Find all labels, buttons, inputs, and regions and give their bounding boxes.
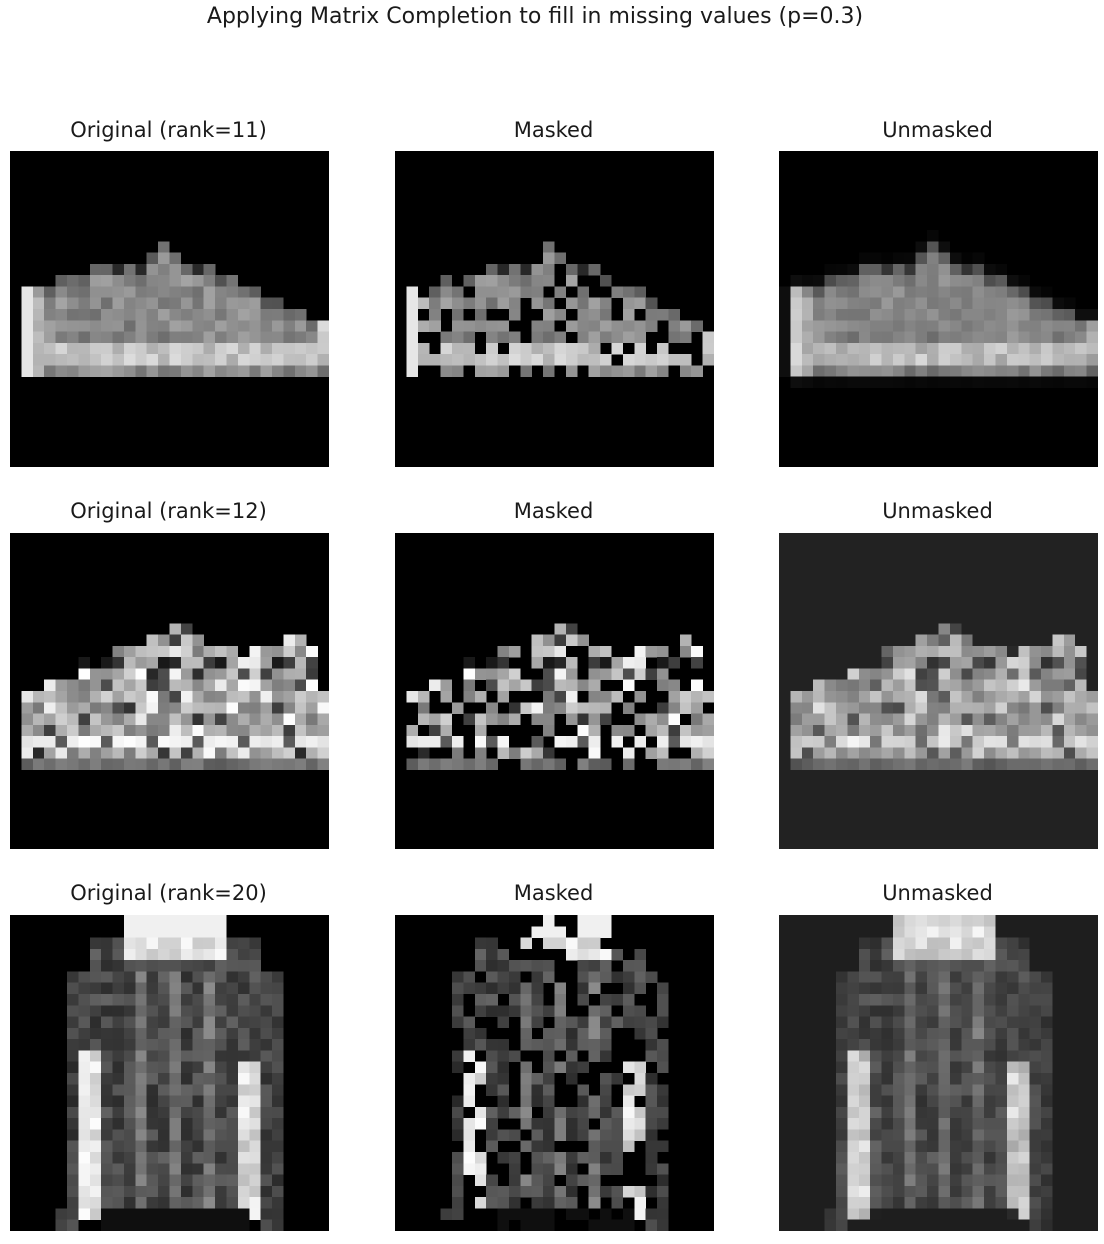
row-3-unmasked-image: [779, 915, 1098, 1231]
row-1-original-title: Original (rank=11): [70, 118, 267, 142]
row-2-masked-title: Masked: [513, 499, 594, 523]
row-2-original-image: [10, 533, 329, 849]
row-3-unmasked-title: Unmasked: [882, 881, 993, 905]
row-1-masked-title: Masked: [513, 118, 594, 142]
figure-title: Applying Matrix Completion to fill in mi…: [206, 4, 864, 29]
row-2-masked-image: [395, 533, 714, 849]
row-2-original-title: Original (rank=12): [70, 499, 267, 523]
row-1-original-image: [10, 151, 329, 467]
row-3-original-title: Original (rank=20): [70, 881, 267, 905]
row-3-masked-image: [395, 915, 714, 1231]
row-1-unmasked-title: Unmasked: [882, 118, 993, 142]
row-1-masked-image: [395, 151, 714, 467]
row-2-unmasked-title: Unmasked: [882, 499, 993, 523]
row-3-masked-title: Masked: [513, 881, 594, 905]
row-1-unmasked-image: [779, 151, 1098, 467]
row-3-original-image: [10, 915, 329, 1231]
row-2-unmasked-image: [779, 533, 1098, 849]
